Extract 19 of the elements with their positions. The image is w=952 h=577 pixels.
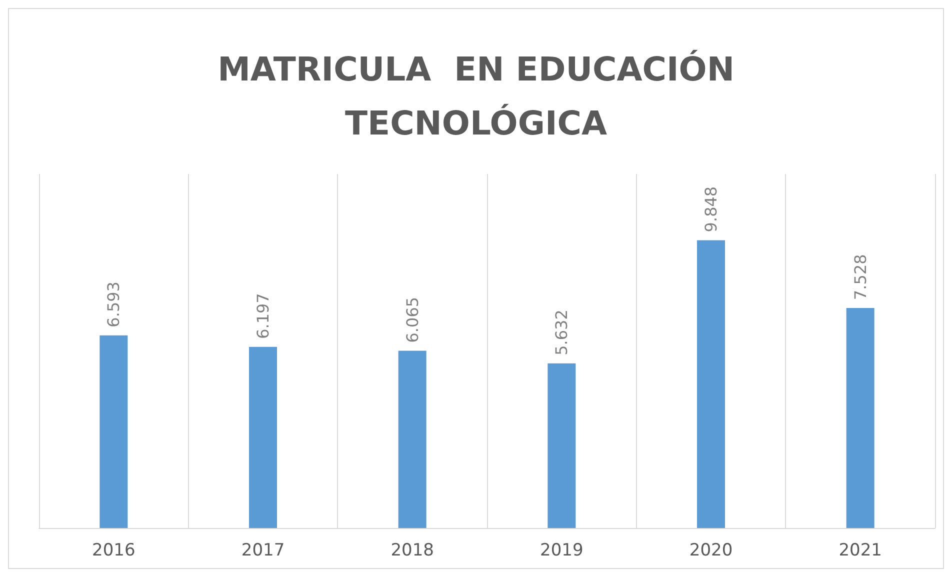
x-tick-label: 2017 xyxy=(241,540,285,560)
x-tick-label: 2018 xyxy=(390,540,434,560)
x-tick-label: 2019 xyxy=(540,540,584,560)
data-label: 6.197 xyxy=(254,293,272,339)
bar xyxy=(697,240,725,528)
bar xyxy=(398,350,426,528)
data-label: 9.848 xyxy=(702,186,720,232)
chart-title: MATRICULA EN EDUCACIÓN TECNOLÓGICA xyxy=(218,50,734,142)
bar xyxy=(100,335,128,528)
bar xyxy=(548,363,576,528)
x-tick-label: 2021 xyxy=(838,540,882,560)
x-tick-label: 2020 xyxy=(689,540,733,560)
x-tick-label: 2016 xyxy=(92,540,136,560)
bar xyxy=(846,308,874,528)
data-label: 6.065 xyxy=(402,296,422,343)
data-label: 5.632 xyxy=(552,310,572,356)
data-label: 7.528 xyxy=(850,254,870,300)
bar xyxy=(249,346,277,528)
data-label: 6.593 xyxy=(104,282,124,328)
